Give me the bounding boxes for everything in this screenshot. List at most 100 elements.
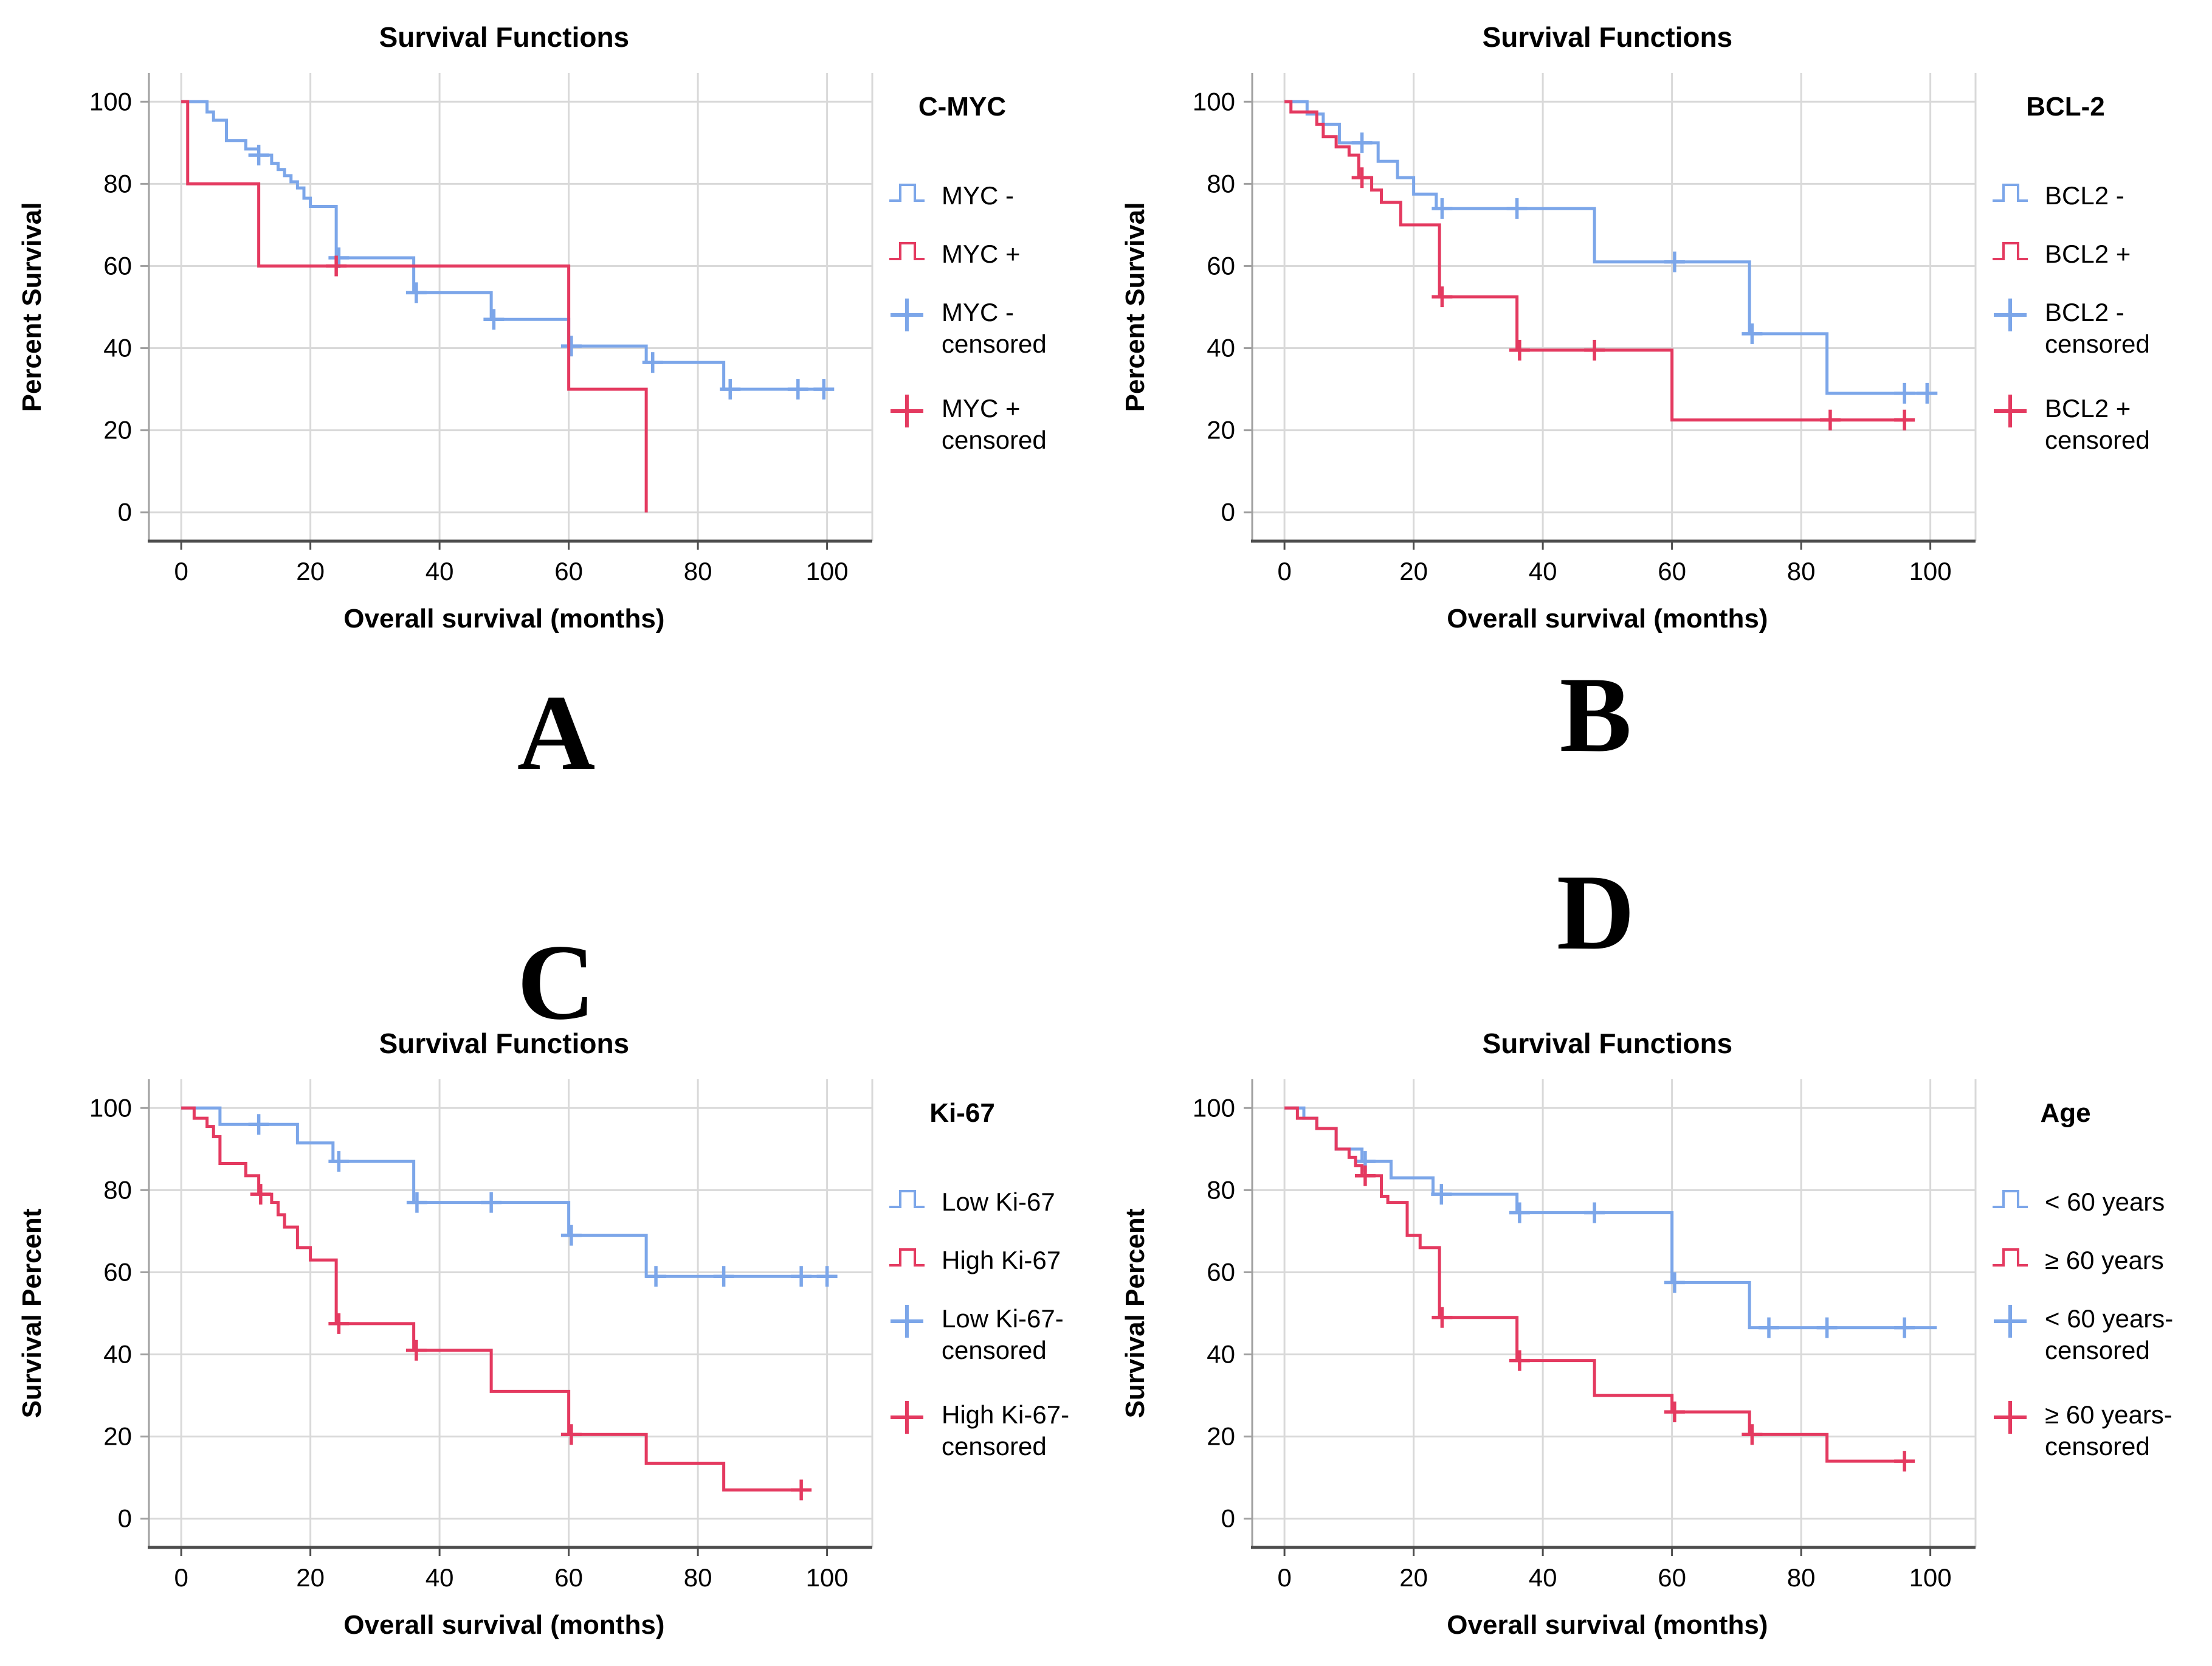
legend-item-label: BCL2 + — [2045, 240, 2131, 268]
legend-item-label: High Ki-67 — [942, 1246, 1061, 1274]
panel-b-survival-plot: Survival Functions 0 20 40 60 80 100 0 20 40 60 80 1… — [1120, 21, 2150, 634]
legend-item-label: Low Ki-67 — [942, 1187, 1055, 1216]
legend-title: C-MYC — [918, 92, 1006, 122]
y-tick-label: 40 — [103, 334, 132, 362]
censored-marks — [248, 1114, 838, 1287]
chart-title: Survival Functions — [379, 1028, 630, 1059]
legend-step-icon — [889, 1190, 925, 1208]
x-tick-label: 100 — [806, 557, 849, 586]
y-tick-label: 100 — [1193, 87, 1235, 116]
y-tick-label: 80 — [1207, 169, 1235, 198]
survival-curve — [181, 1106, 834, 1278]
y-tick-label: 60 — [103, 1257, 132, 1286]
x-tick-label: 20 — [296, 557, 325, 586]
legend-item-label: censored — [942, 1432, 1047, 1460]
x-axis-label: Overall survival (months) — [343, 1610, 664, 1640]
y-tick-label: 0 — [118, 1504, 132, 1533]
legend-step-icon — [1993, 184, 2028, 202]
y-axis-label: Survival Percent — [17, 1208, 47, 1418]
legend-item-label: High Ki-67- — [942, 1400, 1069, 1429]
y-tick-label: 100 — [89, 87, 132, 116]
legend-censored-plus-icon — [1994, 395, 2027, 427]
x-tick-label: 20 — [296, 1563, 325, 1592]
y-tick-label: 80 — [1207, 1175, 1235, 1204]
legend-step-icon — [1993, 1190, 2028, 1208]
legend: BCL-2 BCL2 - BCL2 + BCL2 - censored BCL2 + cen… — [1993, 92, 2150, 454]
legend-item-label: censored — [2045, 330, 2150, 358]
legend-censored-plus-icon — [1994, 299, 2027, 331]
legend-censored-plus-icon — [1994, 1401, 2027, 1434]
x-tick-label: 60 — [1658, 557, 1686, 586]
gridlines — [1252, 73, 1977, 541]
legend-item-label: MYC + — [942, 240, 1021, 268]
x-tick-label: 20 — [1399, 557, 1428, 586]
survival-curve — [1284, 1106, 1908, 1463]
x-tick-label: 40 — [426, 557, 454, 586]
legend-censored-plus-icon — [891, 299, 923, 331]
axes — [140, 73, 872, 550]
legend-item-label: censored — [942, 330, 1047, 358]
censored-marks — [248, 145, 835, 400]
legend-item-label: MYC - — [942, 298, 1014, 327]
legend-item-label: censored — [2045, 426, 2150, 454]
y-tick-label: 60 — [1207, 251, 1235, 280]
legend-item-label: MYC - — [942, 181, 1014, 210]
survival-curve — [1284, 1106, 1937, 1330]
legend-item-label: ≥ 60 years- — [2045, 1400, 2172, 1429]
x-tick-label: 60 — [1658, 1563, 1686, 1592]
censored-marks — [1351, 167, 1915, 430]
panel-d-chart: Survival Functions 0 20 40 60 80 100 0 20 40 60 80 1… — [1112, 1009, 2207, 1666]
legend-item-label: BCL2 - — [2045, 298, 2124, 327]
y-axis-label: Survival Percent — [1120, 1208, 1150, 1418]
censored-marks — [1351, 132, 1938, 404]
panel-c-survival-plot: Survival Functions 0 20 40 60 80 100 0 20 40 60 80 1… — [17, 1028, 1069, 1640]
x-tick-label: 0 — [174, 557, 188, 586]
legend-item-label: BCL2 + — [2045, 394, 2131, 423]
y-tick-label: 0 — [1221, 498, 1235, 527]
chart-title: Survival Functions — [379, 21, 630, 53]
legend-item-label: MYC + — [942, 394, 1021, 423]
x-tick-label: 100 — [1909, 1563, 1952, 1592]
x-tick-label: 60 — [554, 557, 583, 586]
y-tick-label: 20 — [1207, 1422, 1235, 1451]
survival-curve — [181, 100, 830, 391]
survival-curve — [1284, 100, 1937, 395]
y-tick-label: 60 — [103, 251, 132, 280]
x-tick-label: 80 — [684, 1563, 712, 1592]
legend-censored-plus-icon — [1994, 1305, 2027, 1338]
y-tick-label: 80 — [103, 169, 132, 198]
y-tick-label: 40 — [1207, 334, 1235, 362]
legend-item-label: < 60 years- — [2045, 1304, 2173, 1333]
legend-censored-plus-icon — [891, 1305, 923, 1338]
x-tick-label: 40 — [426, 1563, 454, 1592]
x-tick-label: 0 — [1277, 557, 1291, 586]
censored-marks — [326, 255, 347, 277]
panel-letter-c: C — [517, 922, 596, 1042]
y-tick-label: 40 — [103, 1340, 132, 1369]
legend: Age < 60 years ≥ 60 years < 60 years-censor… — [1993, 1098, 2173, 1460]
legend-step-icon — [1993, 1248, 2028, 1267]
axes — [140, 1079, 872, 1556]
x-tick-label: 40 — [1529, 557, 1557, 586]
legend-item-label: < 60 years — [2045, 1187, 2165, 1216]
y-tick-label: 20 — [103, 416, 132, 444]
legend-item-label: censored — [2045, 1432, 2150, 1460]
legend-step-icon — [889, 1248, 925, 1267]
panel-c-chart: Survival Functions 0 20 40 60 80 100 0 20 40 60 80 1… — [9, 1009, 1103, 1666]
x-tick-label: 80 — [1787, 1563, 1816, 1592]
survival-curve — [181, 100, 648, 513]
x-tick-label: 60 — [554, 1563, 583, 1592]
axes — [1244, 73, 1976, 550]
y-tick-label: 40 — [1207, 1340, 1235, 1369]
censored-marks — [1354, 1165, 1915, 1472]
legend-item-label: BCL2 - — [2045, 181, 2124, 210]
chart-title: Survival Functions — [1483, 1028, 1733, 1059]
legend-censored-plus-icon — [891, 395, 923, 427]
x-tick-label: 100 — [806, 1563, 849, 1592]
y-tick-label: 0 — [1221, 1504, 1235, 1533]
legend-step-icon — [889, 184, 925, 202]
censored-marks — [250, 1184, 812, 1501]
x-axis-label: Overall survival (months) — [343, 604, 664, 634]
survival-curve — [181, 1106, 808, 1491]
